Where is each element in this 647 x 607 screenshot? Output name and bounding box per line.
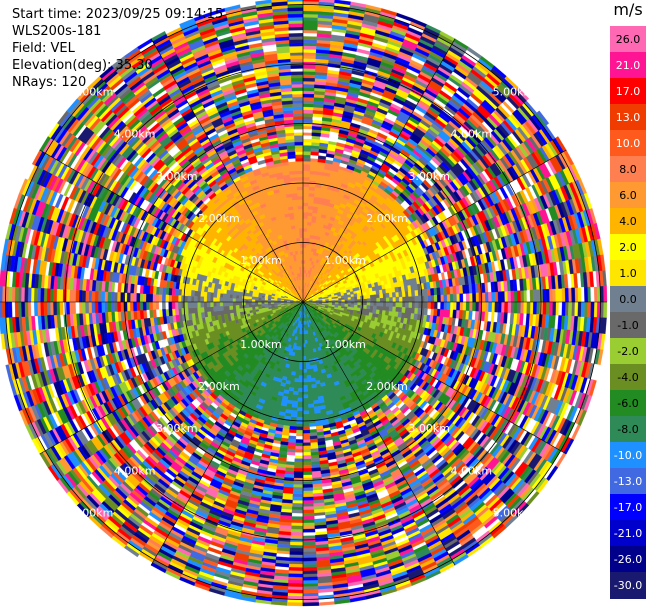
colorbar-tick-label: -2.0 [617, 344, 639, 358]
range-ring-label: 4.00km [451, 464, 493, 477]
range-ring-label: 2.00km [366, 380, 408, 393]
colorbar-tick-label: 8.0 [619, 162, 637, 176]
colorbar-swatch [610, 364, 646, 391]
colorbar-swatch [610, 130, 646, 157]
colorbar-swatch [610, 520, 646, 547]
range-ring-label: 3.00km [156, 422, 198, 435]
range-ring [124, 123, 482, 481]
colorbar-tick-label: 1.0 [619, 266, 637, 280]
azimuth-line [302, 301, 456, 566]
range-ring-label: 4.00km [451, 128, 493, 141]
colorbar-tick-label: 4.0 [619, 214, 637, 228]
azimuth-line [150, 301, 304, 566]
start-time: Start time: 2023/09/25 09:14:15 [12, 7, 224, 22]
velocity-bin-group [8, 0, 585, 603]
range-ring [243, 242, 363, 362]
colorbar-swatch [610, 312, 646, 339]
colorbar-tick-label: -10.0 [613, 448, 643, 462]
range-ring-label: 5.00km [72, 506, 114, 519]
field-name: Field: VEL [12, 41, 75, 56]
colorbar-tick-label: -30.0 [613, 578, 643, 592]
range-ring-label: 1.00km [240, 338, 282, 351]
azimuth-line [150, 38, 304, 303]
colorbar-tick-label: 17.0 [615, 84, 641, 98]
nrays: NRays: 120 [12, 75, 87, 90]
colorbar-tick-label: -4.0 [617, 370, 639, 384]
colorbar-swatch [610, 208, 646, 235]
colorbar-unit: m/s [613, 0, 643, 19]
elevation: Elevation(deg): 35.30 [12, 58, 153, 73]
azimuth-line [39, 301, 304, 455]
colorbar-swatch [610, 52, 646, 79]
range-ring [64, 63, 542, 541]
colorbar-swatch [610, 104, 646, 131]
colorbar-swatch [610, 26, 646, 53]
velocity-bins [0, 0, 608, 607]
colorbar-tick-label: -8.0 [617, 422, 639, 436]
range-ring-label: 1.00km [324, 254, 366, 267]
colorbar-swatches: 26.0 21.0 17.0 13.0 10.0 8.0 6.0 4.0 2.0 1.0 0.0 -1… [610, 26, 646, 599]
instrument-name: WLS200s-181 [12, 24, 102, 39]
range-ring-label: 4.00km [114, 128, 156, 141]
range-ring-label: 1.00km [240, 254, 282, 267]
colorbar-tick-label: -17.0 [613, 500, 643, 514]
range-ring-label: 2.00km [366, 212, 408, 225]
colorbar-swatch [610, 234, 646, 261]
range-rings [5, 4, 601, 600]
colorbar-swatch [610, 260, 646, 287]
colorbar-tick-label: 6.0 [619, 188, 637, 202]
colorbar-tick-label: -26.0 [613, 552, 643, 566]
colorbar-tick-label: -13.0 [613, 474, 643, 488]
range-ring-label: 3.00km [408, 422, 450, 435]
colorbar-tick-label: 10.0 [615, 136, 641, 150]
colorbar-swatch [610, 468, 646, 495]
colorbar-swatch [610, 546, 646, 573]
range-ring-label: 5.00km [72, 86, 114, 99]
range-ring [5, 4, 601, 600]
range-ring-label: 1.00km [324, 338, 366, 351]
colorbar-swatch [610, 416, 646, 443]
azimuth-line [302, 149, 567, 303]
range-ring-label: 4.00km [114, 464, 156, 477]
colorbar-tick-label: -21.0 [613, 526, 643, 540]
colorbar-swatch [610, 286, 646, 313]
colorbar-tick-label: 2.0 [619, 240, 637, 254]
azimuth-line [39, 149, 304, 303]
colorbar: m/s 26.0 21.0 17.0 13.0 10.0 8.0 6.0 4.0 2.0 1.0 0… [609, 0, 647, 607]
range-ring-label: 3.00km [408, 170, 450, 183]
colorbar-swatch [610, 572, 646, 599]
colorbar-swatch [610, 338, 646, 365]
colorbar-swatch [610, 442, 646, 469]
ray-lines [0, 0, 607, 606]
colorbar-tick-label: -1.0 [617, 318, 639, 332]
range-ring-label: 5.00km [493, 506, 535, 519]
range-ring-label: 2.00km [198, 212, 240, 225]
range-ring-label: 5.00km [493, 86, 535, 99]
colorbar-swatch [610, 390, 646, 417]
colorbar-tick-label: 0.0 [619, 292, 637, 306]
range-ring-labels: 1.00km 1.00km 1.00km 1.00km 2.00km 2.00km 2.00… [72, 86, 534, 520]
colorbar-swatch [610, 494, 646, 521]
colorbar-tick-label: 21.0 [615, 58, 641, 72]
range-ring-label: 2.00km [198, 380, 240, 393]
colorbar-tick-label: 13.0 [615, 110, 641, 124]
colorbar-tick-label: 26.0 [615, 32, 641, 46]
colorbar-swatch [610, 156, 646, 183]
colorbar-swatch [610, 182, 646, 209]
azimuth-line [302, 38, 456, 303]
azimuth-line [302, 301, 567, 455]
range-ring [183, 182, 423, 422]
colorbar-swatch [610, 78, 646, 105]
colorbar-tick-label: -6.0 [617, 396, 639, 410]
range-ring-label: 3.00km [156, 170, 198, 183]
ppi-scan-plot: 1.00km 1.00km 1.00km 1.00km 2.00km 2.00km 2.00… [0, 0, 608, 607]
scan-info: Start time: 2023/09/25 09:14:15 WLS200s-… [12, 6, 223, 91]
